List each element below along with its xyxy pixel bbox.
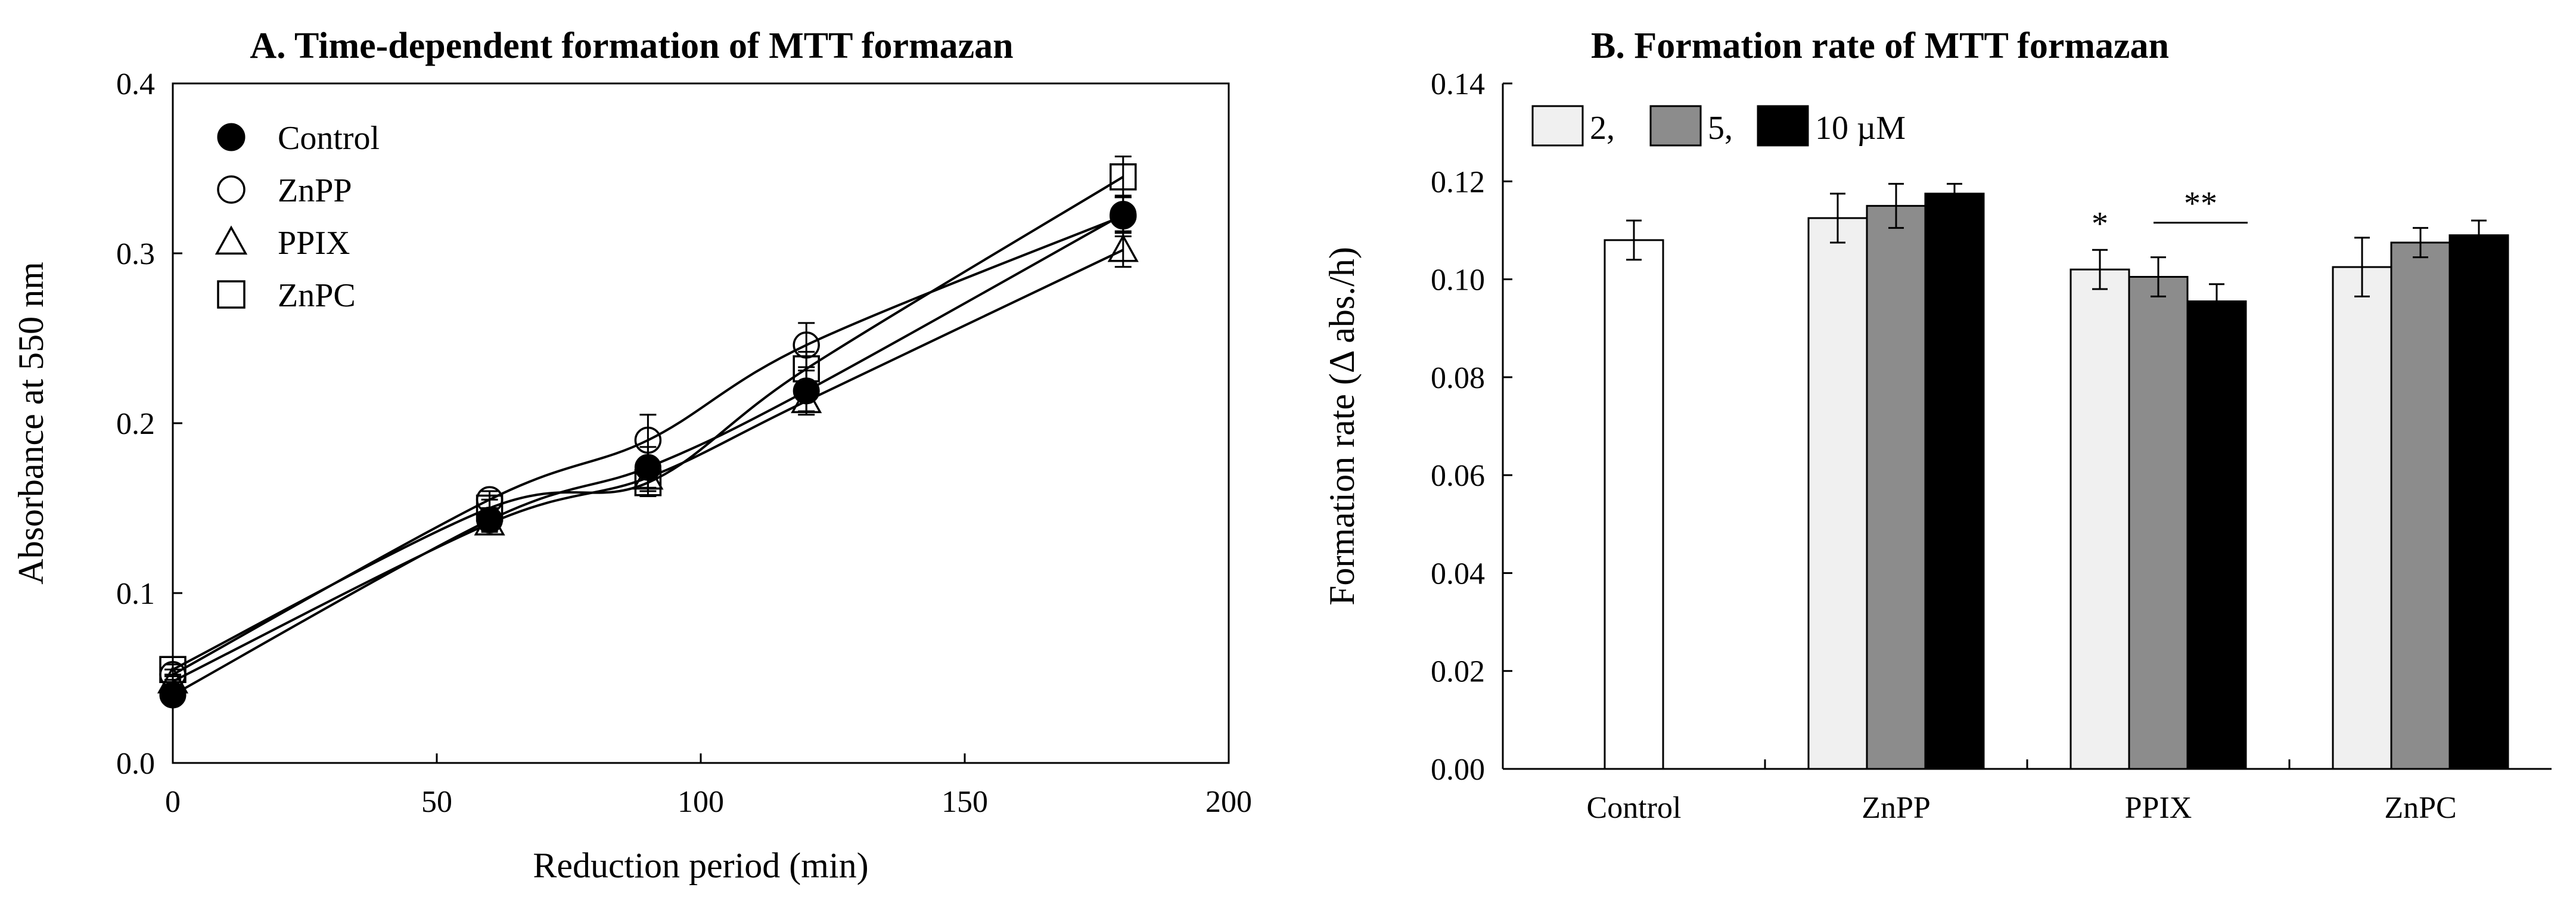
- chart-a-point-ppix: [157, 665, 189, 694]
- chart-a-point-znpc: [1110, 163, 1137, 191]
- chart-b-legend: 2, 5, 10 µM: [1531, 105, 1906, 147]
- chart-a-legend-label: ZnPP: [278, 172, 352, 209]
- chart-a-y-tick-label: 0.2: [116, 407, 155, 441]
- chart-a-x-tick-label: 0: [165, 785, 181, 819]
- chart-a-ticks: 0.0 0.1 0.2 0.3 0.4 0 50 100 150 200: [116, 67, 1252, 819]
- chart-a-point-znpp: [634, 426, 662, 454]
- chart-a-y-tick-label: 0.1: [116, 577, 155, 611]
- chart-b-bar-ppix-0: [2069, 268, 2130, 770]
- chart-b-bar-ppix-2: [2186, 300, 2247, 770]
- chart-b-significance-double-star: **: [2184, 185, 2217, 222]
- chart-a-legend-marker-znpc: [217, 280, 246, 309]
- chart-b-ticks: 0.00 0.02 0.04 0.06 0.08 0.10 0.12 0.14 Control Z…: [1431, 67, 2457, 825]
- chart-b-bar-ppix-1: [2128, 275, 2189, 770]
- chart-a-point-znpc: [476, 494, 504, 522]
- chart-b-category-label: Control: [1587, 791, 1682, 825]
- chart-a-point-control: [1110, 200, 1137, 228]
- chart-b-category-label: ZnPP: [1862, 791, 1931, 825]
- chart-a-y-tick-label: 0.0: [116, 747, 155, 781]
- chart-a-legend-marker-znpp: [217, 175, 246, 204]
- chart-a-legend-label: PPIX: [278, 225, 350, 262]
- chart-b-y-tick-label: 0.14: [1431, 67, 1485, 101]
- chart-a-point-control: [634, 454, 661, 481]
- chart-a-x-tick-label: 150: [941, 785, 988, 819]
- chart-a-point-ppix: [632, 461, 664, 490]
- chart-b-category-label: ZnPC: [2384, 791, 2456, 825]
- chart-b-bar-znpc-2: [2448, 234, 2509, 770]
- chart-a-x-tick-label: 50: [421, 785, 452, 819]
- chart-b-significance-star: *: [2092, 205, 2108, 242]
- chart-a-point-znpc: [634, 469, 662, 497]
- chart-b-bar-znpp-0: [1807, 217, 1868, 770]
- chart-b-bar-znpc-1: [2390, 241, 2451, 770]
- chart-b-bar-znpc-0: [2332, 266, 2392, 770]
- chart-a-point-znpp: [793, 331, 820, 359]
- chart-a-legend-marker-control: [217, 123, 246, 151]
- chart-a-x-axis-label: Reduction period (min): [533, 846, 868, 885]
- chart-a-y-tick-label: 0.3: [116, 237, 155, 271]
- chart-b-legend-swatch-2: [1757, 105, 1809, 147]
- chart-b-annotations: ***: [2092, 185, 2248, 242]
- chart-a-point-ppix: [1107, 234, 1139, 262]
- chart-a-legend-marker-ppix: [215, 225, 248, 255]
- chart-a-legend: Control ZnPP PPIX ZnPC: [215, 120, 380, 314]
- chart-b-legend-label: 2,: [1590, 110, 1615, 147]
- chart-b-y-tick-label: 0.12: [1431, 165, 1485, 199]
- chart-b-y-tick-label: 0.06: [1431, 459, 1485, 493]
- chart-b-bar-znpp-2: [1924, 193, 1985, 770]
- chart-a-x-tick-label: 100: [678, 785, 724, 819]
- chart-a-point-ppix: [474, 507, 505, 536]
- panel-b-bar-chart: B. Formation rate of MTT formazan 0.000.…: [1322, 26, 2552, 825]
- chart-b-category-label: PPIX: [2125, 791, 2192, 825]
- chart-b-bar-znpp-1: [1866, 204, 1926, 770]
- chart-b-y-axis-label: Formation rate (Δ abs./h): [1322, 247, 1362, 606]
- chart-b-y-tick-label: 0.02: [1431, 655, 1485, 689]
- chart-b-legend-swatch-0: [1531, 105, 1584, 147]
- chart-a-legend-label: ZnPC: [278, 277, 356, 314]
- chart-b-legend-swatch-1: [1649, 105, 1702, 147]
- chart-a-x-tick-label: 200: [1205, 785, 1252, 819]
- chart-b-legend-label: 10 µM: [1815, 110, 1906, 147]
- chart-a-y-axis-label: Absorbance at 550 nm: [11, 262, 51, 585]
- panel-a-line-chart: A. Time-dependent formation of MTT forma…: [11, 26, 1252, 885]
- chart-b-y-tick-label: 0.00: [1431, 753, 1485, 787]
- chart-a-point-znpc: [793, 355, 820, 383]
- chart-b-error-bars: [1626, 182, 2487, 319]
- chart-a-y-tick-label: 0.4: [116, 67, 155, 101]
- chart-b-legend-label: 5,: [1708, 110, 1733, 147]
- chart-b-title: B. Formation rate of MTT formazan: [1591, 26, 2169, 66]
- chart-a-legend-label: Control: [278, 120, 380, 157]
- chart-a-title: A. Time-dependent formation of MTT forma…: [250, 26, 1013, 66]
- chart-a-point-znpp: [1110, 202, 1137, 230]
- chart-b-bars: [1604, 193, 2509, 770]
- chart-a-point-znpc: [159, 656, 187, 683]
- chart-b-y-tick-label: 0.08: [1431, 361, 1485, 395]
- chart-b-y-tick-label: 0.10: [1431, 263, 1485, 297]
- chart-b-bar-control: [1604, 239, 1664, 770]
- chart-a-markers: [157, 163, 1139, 709]
- chart-a-point-ppix: [791, 385, 822, 414]
- chart-b-y-tick-label: 0.04: [1431, 557, 1485, 591]
